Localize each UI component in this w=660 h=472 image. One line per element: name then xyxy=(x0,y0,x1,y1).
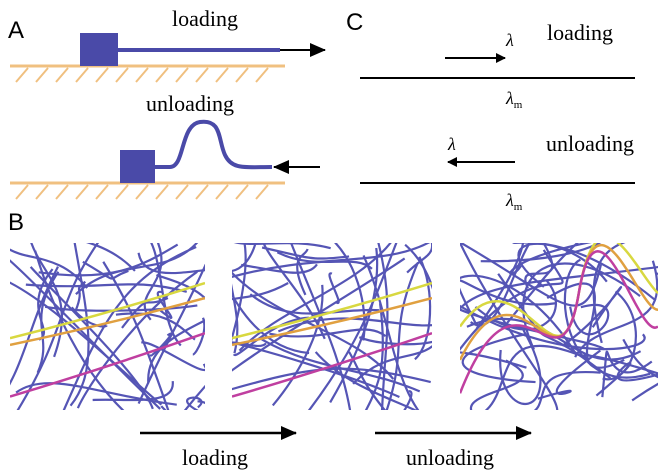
ground xyxy=(10,183,285,199)
hatch xyxy=(36,185,48,199)
caption: unloading xyxy=(406,445,494,470)
hatch xyxy=(176,68,188,82)
hatch xyxy=(96,185,108,199)
hatch xyxy=(116,185,128,199)
hatch xyxy=(196,68,208,82)
hatch xyxy=(56,68,68,82)
panel-label: A xyxy=(8,17,24,44)
caption: loading xyxy=(182,445,248,470)
rod xyxy=(155,122,272,168)
fiber xyxy=(524,417,625,469)
panel-label: C xyxy=(346,9,363,36)
hatch xyxy=(16,185,28,199)
ground xyxy=(10,66,285,82)
caption: loading xyxy=(172,6,238,31)
lambda-m: λm xyxy=(505,88,523,111)
hatch xyxy=(216,68,228,82)
network xyxy=(425,206,660,470)
panel-label: B xyxy=(8,209,24,236)
block xyxy=(80,33,118,66)
hatch xyxy=(36,68,48,82)
subscript: m xyxy=(514,99,523,111)
block xyxy=(120,150,155,183)
lambda-m: λm xyxy=(505,190,523,213)
hatch xyxy=(136,185,148,199)
lambda: λ xyxy=(447,134,456,154)
network xyxy=(212,225,455,429)
hatch xyxy=(116,68,128,82)
hatch xyxy=(256,68,268,82)
fiber xyxy=(439,231,455,283)
hatch xyxy=(56,185,68,199)
hatch xyxy=(156,68,168,82)
symbol: λ xyxy=(505,88,514,108)
fiber xyxy=(26,412,180,425)
caption: unloading xyxy=(146,91,234,116)
figure: A loading unloading C λ loading λm λ unl… xyxy=(0,0,660,472)
hatch xyxy=(136,68,148,82)
hatch xyxy=(176,185,188,199)
lambda: λ xyxy=(505,30,514,50)
hatch xyxy=(236,68,248,82)
hatch xyxy=(256,185,268,199)
hatch xyxy=(76,68,88,82)
fiber xyxy=(161,406,194,435)
network xyxy=(0,223,224,435)
subscript: m xyxy=(514,201,523,213)
hatch xyxy=(196,185,208,199)
hatch xyxy=(76,185,88,199)
caption: loading xyxy=(547,20,613,45)
hatch xyxy=(236,185,248,199)
fiber xyxy=(0,409,140,428)
hatch xyxy=(156,185,168,199)
hatch xyxy=(96,68,108,82)
hatch xyxy=(216,185,228,199)
caption: unloading xyxy=(546,131,634,156)
hatch xyxy=(16,68,28,82)
symbol: λ xyxy=(505,190,514,210)
